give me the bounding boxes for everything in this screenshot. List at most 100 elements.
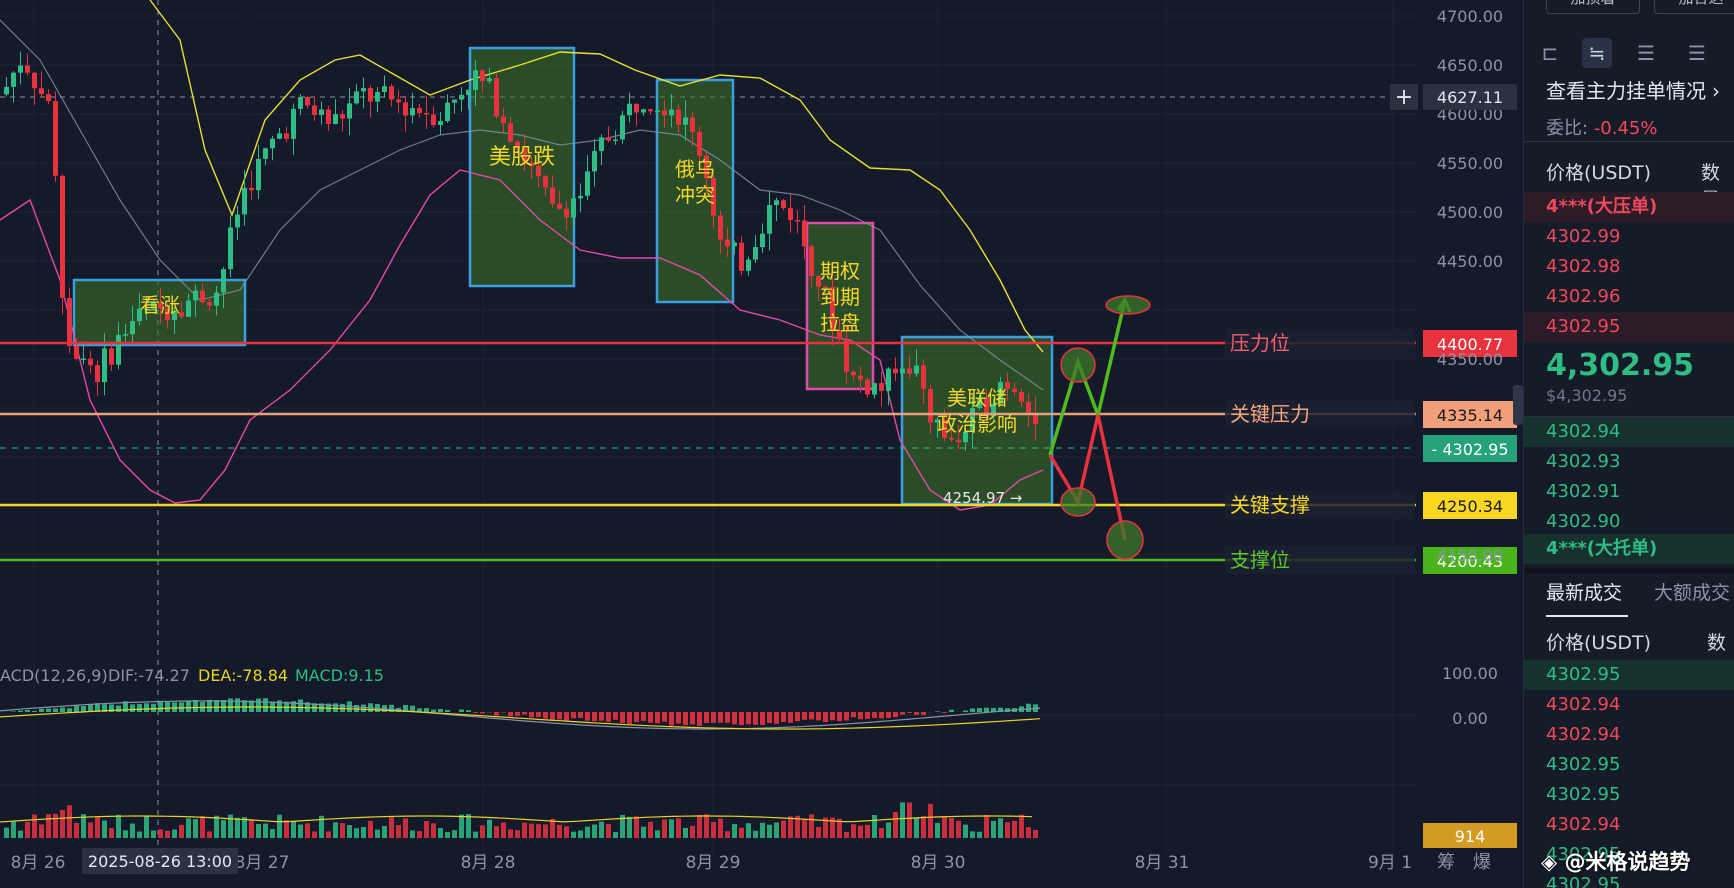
macd-histogram-bar <box>676 712 681 724</box>
trade-row: 4302.94 <box>1524 810 1734 840</box>
volume-bar <box>557 824 562 838</box>
crosshair-add-button[interactable] <box>1390 84 1418 110</box>
orderbook-sell-icon[interactable]: ☰ <box>1688 41 1706 65</box>
macd-histogram-bar <box>830 712 835 721</box>
macd-histogram-bar <box>186 700 191 712</box>
macd-histogram-bar <box>263 698 268 712</box>
candle-body <box>347 103 352 119</box>
trades-col-price: 价格(USDT) <box>1546 632 1652 654</box>
volume-bar <box>998 818 1003 838</box>
orderbook-layout-icon[interactable]: ⊏ <box>1541 41 1559 65</box>
candle-body <box>53 101 58 176</box>
macd-histogram-bar <box>718 712 723 723</box>
candle-body <box>60 175 65 299</box>
candle-body <box>473 70 478 90</box>
big-sell-row[interactable]: 4***(大压单) <box>1524 192 1734 222</box>
level-name-background <box>1225 491 1415 519</box>
level-price-tag[interactable] <box>1423 492 1517 519</box>
volume-bar <box>851 824 856 838</box>
macd-axis-tick: 100.00 <box>1442 664 1498 683</box>
trade-price: 4302.95 <box>1546 844 1621 865</box>
macd-histogram-bar <box>886 712 891 718</box>
macd-histogram-bar <box>641 712 646 721</box>
level-price-tag[interactable] <box>1423 435 1517 462</box>
macd-histogram-bar <box>725 712 730 723</box>
macd-histogram-bar <box>46 708 51 712</box>
macd-histogram-bar <box>473 712 478 713</box>
macd-histogram-bar <box>25 710 30 712</box>
level-price-tag[interactable] <box>1423 401 1517 428</box>
volume-bar <box>991 820 996 838</box>
trade-price: 4302.95 <box>1546 784 1621 805</box>
ask-row[interactable]: 4302.99 <box>1524 222 1734 252</box>
tab-large-trades[interactable]: 大额成交 <box>1654 582 1731 604</box>
macd-histogram-bar <box>746 712 751 725</box>
volume-bar <box>235 817 240 838</box>
candle-body <box>550 187 555 204</box>
plus-icon[interactable]: + <box>1395 85 1413 110</box>
big-sell-label: 4***(大压单) <box>1546 196 1658 217</box>
candle-body <box>907 368 912 374</box>
volume-bar <box>865 824 870 838</box>
bid-price: 4302.90 <box>1546 511 1621 532</box>
candle-body <box>662 110 667 116</box>
big-buy-row[interactable]: 4***(大托单) <box>1524 534 1734 564</box>
bid-row[interactable]: 4302.91 <box>1524 477 1734 507</box>
candle-body <box>718 215 723 240</box>
panel-collapse-handle[interactable] <box>1513 385 1523 425</box>
volume-bar <box>704 814 709 838</box>
macd-histogram-bar <box>165 701 170 712</box>
volume-bar <box>739 827 744 838</box>
bid-row[interactable]: 4302.93 <box>1524 447 1734 477</box>
volume-bar <box>844 831 849 838</box>
time-axis-label: 8月 30 <box>911 853 966 873</box>
level-price-tag[interactable] <box>1423 330 1517 357</box>
macd-histogram-bar <box>599 712 604 721</box>
volume-bar <box>319 815 324 838</box>
candle-body <box>39 88 44 95</box>
candle-body <box>487 78 492 82</box>
volume-bar <box>662 819 667 838</box>
macd-histogram-bar <box>424 708 429 712</box>
exchange-logo-icon: ◈ <box>1541 850 1565 874</box>
macd-histogram-bar <box>39 708 44 712</box>
top-button-2[interactable]: 加合达 <box>1654 0 1734 14</box>
bid-row[interactable]: 4302.90 <box>1524 507 1734 537</box>
ask-row[interactable]: 4302.96 <box>1524 282 1734 312</box>
macd-histogram-bar <box>788 712 793 723</box>
view-main-orders-link[interactable]: 查看主力挂单情况 › <box>1546 75 1720 104</box>
volume-bar <box>613 831 618 838</box>
macd-histogram-bar <box>522 712 527 715</box>
price-axis-tick: 4450.00 <box>1437 252 1503 271</box>
macd-histogram-bar <box>291 701 296 712</box>
volume-bar <box>81 814 86 838</box>
bottom-tool-icon[interactable]: 爆 <box>1473 852 1491 873</box>
orderbook-buy-icon[interactable]: ☰ <box>1637 41 1655 65</box>
level-price-tag[interactable] <box>1423 547 1517 574</box>
volume-bar <box>1026 827 1031 838</box>
candle-body <box>564 208 569 218</box>
bottom-tool-icon[interactable]: 筹 <box>1437 852 1455 873</box>
ask-row[interactable]: 4302.98 <box>1524 252 1734 282</box>
volume-bar <box>207 831 212 838</box>
candle-body <box>1033 414 1038 425</box>
top-button-1[interactable]: 加损着 <box>1546 0 1640 14</box>
trade-row: 4302.94 <box>1524 690 1734 720</box>
orderbook-both-icon[interactable]: ≒ <box>1582 38 1612 68</box>
volume-bar <box>718 818 723 838</box>
volume-bar <box>1033 829 1038 838</box>
candlestick-chart-svg[interactable]: 4400.77 4335.14 - 4302.95 4250.34 4200.43 470… <box>0 0 1523 888</box>
candle-body <box>508 123 513 142</box>
bid-row[interactable]: 4302.94 <box>1524 417 1734 447</box>
ask-row[interactable]: 4302.95 <box>1524 312 1734 342</box>
volume-bar <box>543 824 548 838</box>
candle-body <box>389 86 394 100</box>
volume-bar <box>592 824 597 838</box>
candle-body <box>802 220 807 247</box>
tab-latest-trades[interactable]: 最新成交 <box>1546 582 1623 604</box>
volume-bar <box>333 822 338 838</box>
candle-body <box>634 103 639 113</box>
candle-body <box>32 72 37 89</box>
watermark-text: @米格说趋势 <box>1564 850 1691 874</box>
price-chart[interactable]: 4400.77 4335.14 - 4302.95 4250.34 4200.43 470… <box>0 0 1523 888</box>
